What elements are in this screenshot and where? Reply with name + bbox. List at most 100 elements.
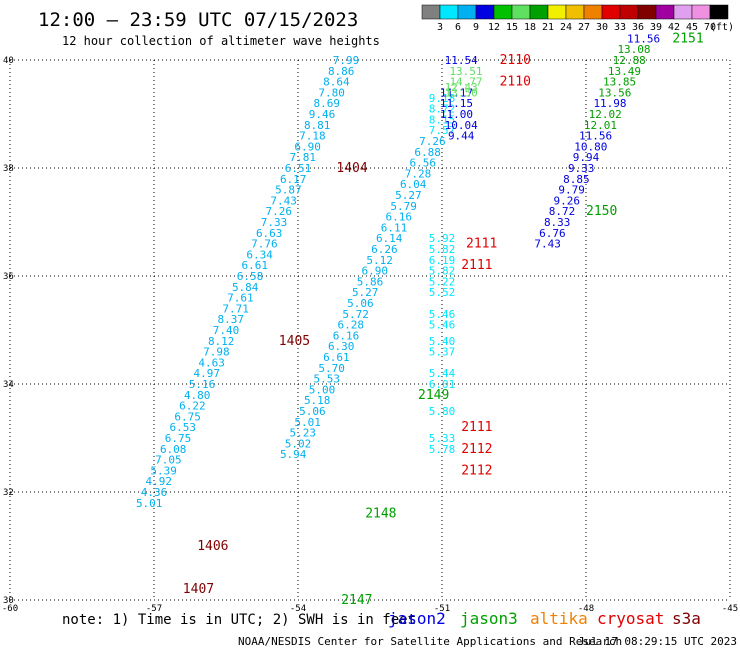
wave-height-jason2-11: 5.12 [366, 254, 393, 267]
pass-time-labels: 2151 2110 2110 1404 2150 2111 2111 1405 2149 2111… [183, 31, 704, 608]
wave-height-altika-1: 12.88 [613, 54, 646, 67]
wave-height-jason3-0: 9.18 [429, 92, 456, 105]
colorbar-label-12: 39 [650, 22, 662, 33]
y-tick-label-0: 30 [3, 596, 14, 606]
colorbar-swatch-11 [619, 4, 639, 20]
wave-height-jason3-9: 5.52 [429, 286, 456, 299]
pass-time-label-14: 1407 [183, 582, 214, 597]
colorbar-label-14: 45 [686, 22, 698, 33]
colorbar-swatch-8 [565, 4, 585, 20]
wave-height-jason2-13: 5.86 [357, 275, 384, 288]
wave-height-jason2-0: 7.26 [419, 135, 446, 148]
wave-height-jason3-high-3: 11.00 [440, 108, 473, 121]
wave-height-cryosat-7: 7.18 [299, 130, 326, 143]
colorbar-swatch-5 [511, 4, 531, 20]
wave-height-cryosat-41: 5.01 [136, 497, 163, 510]
wave-height-jason3-4: 5.92 [429, 232, 456, 245]
wave-height-cryosat-17: 7.76 [251, 238, 278, 251]
colorbar-label-10: 33 [614, 22, 626, 33]
colorbar-swatch-2 [457, 4, 477, 20]
wave-height-jason3-17: 5.33 [429, 432, 456, 445]
wave-height-jason2-25: 5.06 [299, 405, 326, 418]
wave-height-cryosat-26: 8.12 [208, 335, 235, 348]
wave-height-altika-2: 13.49 [608, 65, 641, 78]
x-tick-label-0: -60 [2, 604, 18, 614]
wave-height-jason3-2: 8.15 [429, 113, 456, 126]
wave-height-cryosat-34: 6.53 [170, 421, 197, 434]
wave-height-cryosat-30: 5.16 [189, 378, 216, 391]
colorbar-label-0: 3 [437, 22, 443, 33]
pass-time-label-2: 2110 [500, 75, 531, 90]
wave-height-cryosat-20: 6.58 [237, 270, 264, 283]
wave-height-altika-blue-3: 10.80 [574, 140, 607, 153]
wave-height-jason2-28: 5.02 [285, 437, 312, 450]
wave-height-jason3-high-5: 9.44 [448, 130, 475, 143]
pass-time-label-10: 2112 [461, 442, 492, 457]
wave-height-jason2-1: 6.88 [414, 146, 441, 159]
wave-height-altika-blue-6: 8.85 [563, 173, 590, 186]
wave-height-cryosat-40: 4.36 [141, 486, 168, 499]
colorbar-label-13: 42 [668, 22, 680, 33]
plot-grid [9, 59, 731, 601]
wave-height-cryosat-23: 7.71 [222, 302, 249, 315]
wave-height-jason2-19: 6.30 [328, 340, 355, 353]
wave-height-altika-blue-4: 9.94 [573, 151, 600, 164]
wave-height-cryosat-6: 8.81 [304, 119, 331, 132]
wave-height-jason3-12: 5.40 [429, 335, 456, 348]
x-tick-label-4: -48 [578, 604, 594, 614]
wave-height-cryosat-36: 6.08 [160, 443, 187, 456]
wave-height-jason2-16: 5.72 [342, 308, 369, 321]
wave-height-cryosat-1: 8.86 [328, 65, 355, 78]
wave-height-jason3-13: 5.37 [429, 346, 456, 359]
wave-height-cryosat-9: 7.81 [290, 151, 317, 164]
y-tick-label-2: 34 [3, 380, 14, 390]
x-tick-label-2: -54 [290, 604, 306, 614]
wave-height-cryosat-4: 8.69 [314, 97, 341, 110]
colorbar-swatch-6 [529, 4, 549, 20]
wave-height-cryosat-3: 7.80 [318, 86, 345, 99]
wave-height-jason3-high-0: 11.54 [445, 54, 478, 67]
wave-height-jason2-8: 6.11 [381, 221, 408, 234]
wave-height-jason2-12: 6.90 [362, 265, 389, 278]
wave-height-cryosat-5: 9.46 [309, 108, 336, 121]
wave-height-jason3-10: 5.46 [429, 308, 456, 321]
colorbar-label-4: 15 [506, 22, 518, 33]
y-tick-label-3: 36 [3, 272, 14, 282]
wave-height-cryosat-13: 7.43 [270, 194, 297, 207]
y-tick-label-4: 38 [3, 164, 14, 174]
wave-height-jason2-27: 5.23 [290, 427, 317, 440]
wave-height-altika-blue-0: 11.56 [627, 32, 660, 45]
wave-height-jason2-17: 6.28 [338, 319, 365, 332]
wave-height-altika-0: 13.08 [617, 43, 650, 56]
wave-height-jason2-7: 6.16 [386, 211, 413, 224]
wave-height-altika-blue-1: 11.98 [593, 97, 626, 110]
pass-time-label-3: 1404 [336, 161, 367, 176]
wave-height-jason3-18: 5.78 [429, 443, 456, 456]
pass-time-label-8: 2149 [418, 388, 449, 403]
wave-height-jason3-green-1: 14.77 [449, 76, 482, 89]
wave-height-cryosat-2: 8.64 [323, 76, 350, 89]
wave-height-jason3-1: 8.72 [429, 103, 456, 116]
colorbar-label-11: 36 [632, 22, 644, 33]
colorbar-swatch-12 [637, 4, 657, 20]
wave-height-cryosat-37: 7.05 [155, 454, 182, 467]
x-tick-label-5: -45 [722, 604, 738, 614]
wave-height-jason2-3: 7.28 [405, 167, 432, 180]
pass-time-label-15: 2147 [341, 593, 372, 608]
colorbar-swatch-10 [601, 4, 621, 20]
wave-height-jason3-high-1: 11.17 [440, 86, 473, 99]
x-tick-label-3: -51 [434, 604, 450, 614]
colorbar-swatch-1 [439, 4, 459, 20]
colorbar-label-5: 18 [524, 22, 536, 33]
wave-height-jason2-21: 5.70 [318, 362, 345, 375]
wave-height-cryosat-38: 5.39 [150, 464, 177, 477]
wave-height-jason2-29: 5.94 [280, 448, 307, 461]
colorbar-label-6: 21 [542, 22, 554, 33]
note-text: note: 1) Time is in UTC; 2) SWH is in fe… [62, 612, 416, 628]
wave-height-cryosat-32: 6.22 [179, 400, 206, 413]
pass-time-label-11: 2112 [461, 463, 492, 478]
wave-height-jason3-16: 5.80 [429, 405, 456, 418]
colorbar-swatch-9 [583, 4, 603, 20]
wave-height-jason2-15: 5.06 [347, 297, 374, 310]
